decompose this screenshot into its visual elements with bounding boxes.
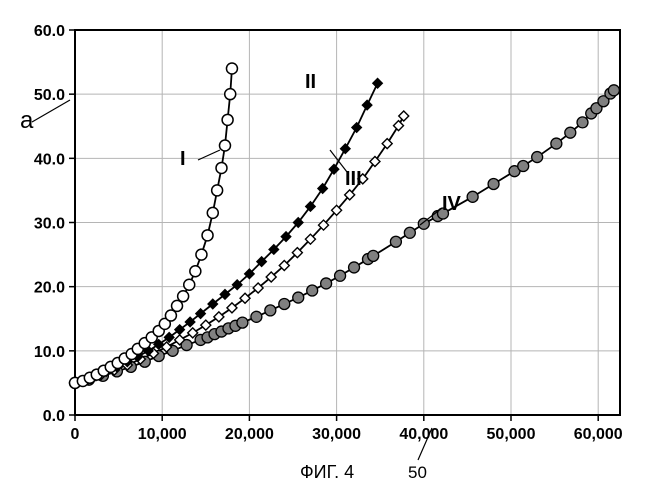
series-IV-marker [368,250,379,261]
xtick-label: 60,000 [574,426,623,443]
series-I-marker [219,140,230,151]
series-I-marker [184,279,195,290]
series-IV-marker [532,152,543,163]
series-I-marker [222,114,233,125]
figure-caption: ФИГ. 4 [300,462,354,482]
ytick-label: 60.0 [34,23,65,40]
series-IV-marker [577,117,588,128]
series-IV-marker [251,311,262,322]
series-I-marker [225,89,236,100]
series-IV-marker [335,270,346,281]
fifty_label: 50 [408,463,427,482]
ytick-label: 0.0 [43,408,65,425]
ytick-label: 30.0 [34,216,65,233]
series-IV-marker [265,305,276,316]
xtick-label: 0 [71,426,80,443]
series-IV-marker [293,292,304,303]
xtick-label: 40,000 [399,426,448,443]
series-I-marker [202,230,213,241]
chart-svg: 0 10,000 20,000 30,000 40,000 50,000 60,000 0.0… [0,0,648,500]
series-IV-marker [518,161,529,172]
series-IV-marker [565,127,576,138]
xtick-label: 10,000 [138,426,187,443]
I_label: I [180,148,186,170]
series-I-marker [190,266,201,277]
ytick-label: 20.0 [34,280,65,297]
series-I-marker [212,185,223,196]
series-IV-marker [551,138,562,149]
IV_label: IV [442,193,462,215]
ytick-label: 50.0 [34,87,65,104]
series-IV-marker [467,191,478,202]
series-IV-marker [404,227,415,238]
series-I-marker [216,162,227,173]
ytick-label: 10.0 [34,344,65,361]
xtick-label: 30,000 [312,426,361,443]
series-IV-marker [321,278,332,289]
series-IV-marker [608,85,619,96]
III_label: III [345,168,362,190]
series-IV-marker [390,236,401,247]
canvas-bg [0,0,648,500]
series-I-marker [207,207,218,218]
series-I-marker [226,63,237,74]
ytick-label: 40.0 [34,151,65,168]
series-IV-marker [418,218,429,229]
series-IV-marker [237,317,248,328]
xtick-label: 50,000 [487,426,536,443]
series-I-marker [196,249,207,260]
series-I-marker [178,291,189,302]
series-IV-marker [307,285,318,296]
series-IV-marker [279,298,290,309]
series-IV-marker [349,262,360,273]
xtick-label: 20,000 [225,426,274,443]
II_label: II [305,71,316,93]
a_label: a [20,107,34,134]
series-IV-marker [488,179,499,190]
